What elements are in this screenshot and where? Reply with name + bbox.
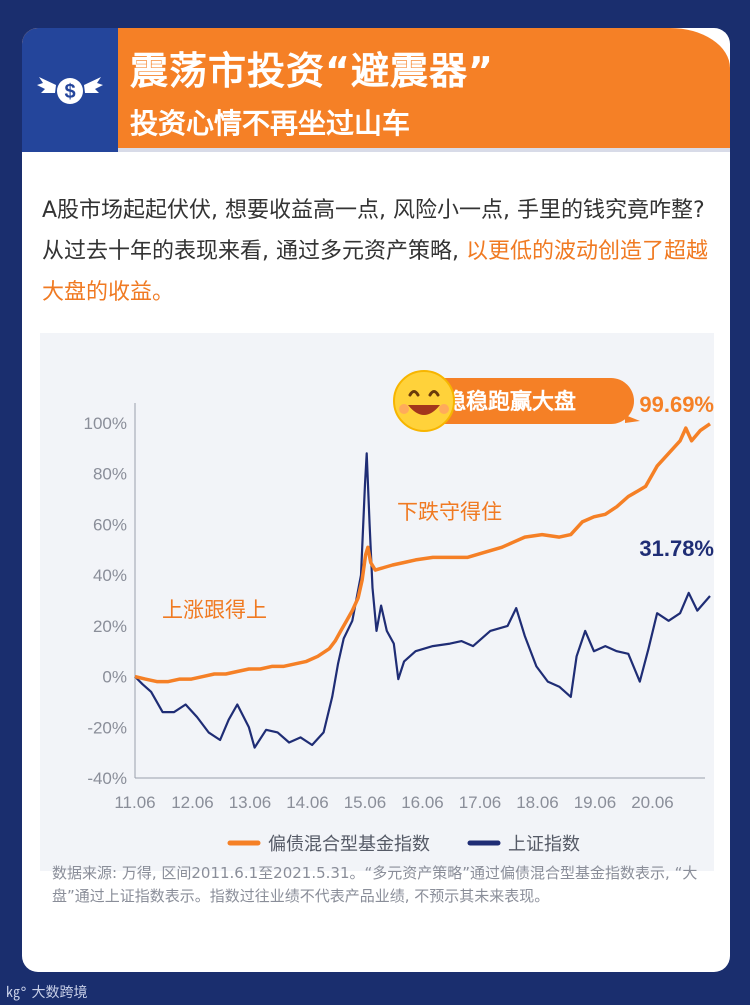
legend-label-index: 上证指数 (508, 834, 580, 855)
x-tick-label: 19.06 (574, 793, 617, 812)
x-tick-label: 12.06 (171, 793, 214, 812)
dollar-wings-icon: $ (37, 77, 103, 104)
x-tick-label: 18.06 (516, 793, 559, 812)
logo-box: $ (22, 28, 118, 152)
y-tick-label: -40% (87, 769, 127, 788)
line-chart: 100% 80% 60% 40% 20% 0% -20% -40% 11.06 12.06 13.0… (84, 370, 714, 855)
footer-brand: ㎏° 大数跨境 (6, 982, 87, 1002)
poster-card: $ 震荡市投资“避震器” 投资心情不再坐过山车 A股市场起起伏伏, 想要收益高一… (22, 28, 730, 972)
legend-label-fund: 偏债混合型基金指数 (268, 834, 430, 855)
smiley-cheek-left (399, 404, 409, 414)
header-title: 震荡市投资“避震器” (130, 49, 494, 93)
callout-tail (625, 415, 640, 423)
end-label-index: 31.78% (639, 536, 714, 561)
series-line (134, 422, 711, 684)
smiley-eye-right (428, 390, 440, 397)
source-note: 数据来源: 万得, 区间2011.6.1至2021.5.31。“多元资产策略”通… (52, 864, 698, 905)
svg-text:$: $ (64, 81, 75, 103)
annotation-down: 下跌守得住 (397, 500, 502, 524)
intro-text: A股市场起起伏伏, 想要收益高一点, 风险小一点, 手里的钱究竟咋整? 从过去十… (42, 198, 705, 264)
x-tick-label: 17.06 (459, 793, 502, 812)
header-subtitle: 投资心情不再坐过山车 (130, 107, 411, 140)
y-tick-label: -20% (87, 718, 127, 737)
annotation-callout: 稳稳跑赢大盘 (444, 389, 576, 415)
x-tick-label: 20.06 (631, 793, 674, 812)
y-tick-label: 20% (93, 617, 127, 636)
y-tick-label: 60% (93, 515, 127, 534)
smiley-eye-left (408, 390, 420, 397)
kd-logo-icon: ㎏° (6, 985, 27, 1001)
y-tick-label: 40% (93, 566, 127, 585)
header-banner (22, 28, 730, 148)
annotation-up: 上涨跟得上 (162, 598, 267, 622)
y-tick-label: 0% (102, 668, 127, 687)
header-divider (118, 148, 730, 152)
x-tick-label: 14.06 (286, 793, 329, 812)
series-line (134, 452, 711, 749)
x-tick-label: 11.06 (114, 793, 155, 812)
footer-brand-text: 大数跨境 (31, 985, 88, 1001)
smiley-face-icon (393, 370, 455, 432)
intro-paragraph: A股市场起起伏伏, 想要收益高一点, 风险小一点, 手里的钱究竟咋整? 从过去十… (42, 190, 714, 313)
callout-bubble (420, 378, 634, 424)
x-tick-label: 16.06 (401, 793, 444, 812)
intro-highlight: 以更低的波动创造了超越大盘的收益。 (42, 239, 708, 305)
y-tick-label: 80% (93, 465, 127, 484)
x-tick-label: 15.06 (344, 793, 387, 812)
y-tick-label: 100% (84, 414, 127, 433)
smiley-cheek-right (439, 404, 449, 414)
x-tick-label: 13.06 (229, 793, 272, 812)
chart-panel: 100% 80% 60% 40% 20% 0% -20% -40% 11.06 12.06 13.0… (40, 333, 714, 871)
end-label-fund: 99.69% (639, 392, 714, 417)
smiley-mouth (408, 405, 440, 415)
